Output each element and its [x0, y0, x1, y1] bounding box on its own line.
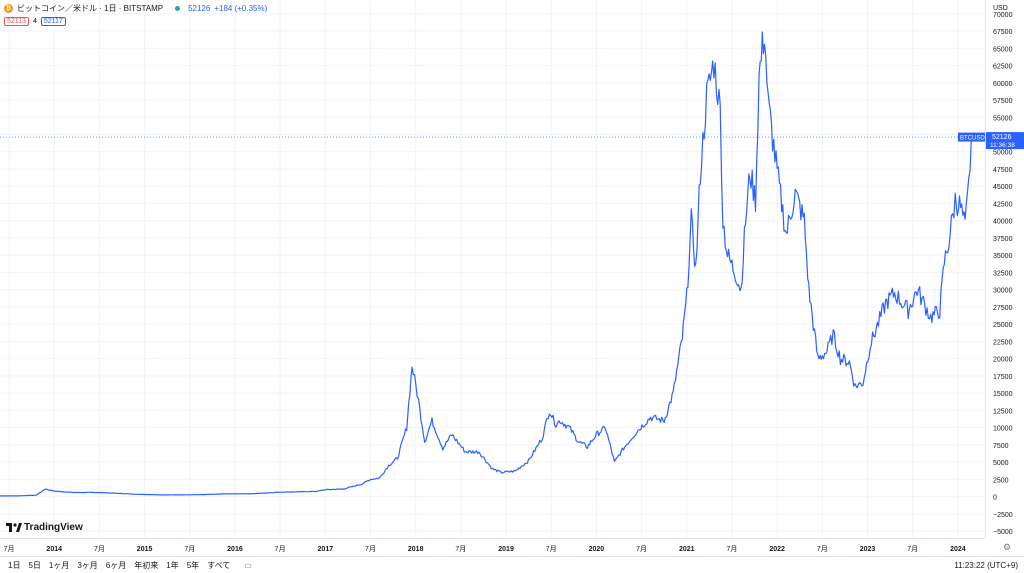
symbol-tag	[958, 132, 985, 142]
range-1y[interactable]: 1年	[166, 560, 179, 570]
bottom-toolbar: 1日 5日 1ヶ月 3ヶ月 6ヶ月 年初来 1年 5年 すべて ▭ 11:23:…	[0, 556, 1024, 573]
price-tick-label: 42500	[993, 201, 1013, 208]
date-range-icon[interactable]: ▭	[244, 560, 252, 570]
price-tick-label: 27500	[993, 305, 1013, 312]
price-tick-label: 65000	[993, 46, 1013, 53]
logo-text: TradingView	[24, 522, 83, 533]
price-tick-label: 45000	[993, 184, 1013, 191]
price-change: +184 (+0.35%)	[214, 4, 268, 13]
symbol-tag-label: BTCUSD	[960, 136, 985, 142]
price-axis[interactable]: 7000067500650006250060000575005500052500…	[985, 0, 1024, 538]
range-1d[interactable]: 1日	[8, 560, 21, 570]
time-tick-label: 7月	[455, 545, 466, 553]
price-tick-label: 25000	[993, 322, 1013, 329]
price-tick-label: 12500	[993, 408, 1013, 415]
range-5d[interactable]: 5日	[28, 560, 41, 570]
price-tick-label: 0	[993, 495, 997, 502]
price-tick-label: 60000	[993, 81, 1013, 88]
time-tick-label: 7月	[817, 545, 828, 553]
bitcoin-icon: ₿	[4, 4, 13, 13]
symbol-legend[interactable]: ₿ ビットコイン／米ドル · 1日 · BITSTAMP 52126 +184 …	[4, 3, 267, 14]
price-tick-label: 17500	[993, 374, 1013, 381]
price-tick-label: 20000	[993, 357, 1013, 364]
currency-label[interactable]: USD	[993, 5, 1008, 12]
time-tick-label: 2014	[46, 546, 62, 553]
last-price-tag	[986, 132, 1024, 150]
price-tick-label: 50000	[993, 150, 1013, 157]
price-tick-label: 70000	[993, 12, 1013, 19]
price-tick-label: 67500	[993, 29, 1013, 36]
time-tick-label: 7月	[727, 545, 738, 553]
time-tick-label: 7月	[184, 545, 195, 553]
time-axis[interactable]: 7月 2014 7月 2015 7月 2016 7月 2017 7月 2018 7月 2019 7月 20…	[0, 538, 985, 557]
time-tick-label: 7月	[636, 545, 647, 553]
time-tick-label: 2016	[227, 546, 243, 553]
price-tick-label: 5000	[993, 460, 1009, 467]
time-tick-label: 2017	[318, 546, 334, 553]
market-status-icon	[175, 6, 181, 11]
settings-gear-icon[interactable]: ⚙	[1003, 542, 1012, 552]
time-tick-label: 7月	[4, 545, 15, 553]
price-tick-label: 62500	[993, 64, 1013, 71]
last-price: 52126	[188, 4, 211, 13]
price-chart[interactable]: BTCUSD	[0, 0, 985, 538]
time-tick-label: 2020	[589, 546, 605, 553]
price-tick-label: −2500	[993, 512, 1013, 519]
range-all[interactable]: すべて	[207, 560, 231, 570]
symbol-title[interactable]: ビットコイン／米ドル · 1日 · BITSTAMP	[17, 4, 164, 13]
time-tick-label: 7月	[94, 545, 105, 553]
chart-area[interactable]: BTCUSD ₿ ビットコイン／米ドル · 1日 · BITSTAMP 5212…	[0, 0, 985, 538]
price-tick-label: 55000	[993, 115, 1013, 122]
time-tick-label: 7月	[275, 545, 286, 553]
price-tick-label: 7500	[993, 443, 1009, 450]
time-tick-label: 2019	[498, 546, 514, 553]
tradingview-logo[interactable]: TradingView	[6, 522, 83, 533]
last-price-tag-time: 11:36:38	[990, 142, 1015, 149]
last-price-tag-value: 52126	[992, 134, 1012, 141]
tradingview-icon	[6, 523, 22, 532]
sell-button[interactable]: 52113	[4, 17, 29, 26]
time-tick-label: 2021	[679, 546, 695, 553]
clock[interactable]: 11:23:22 (UTC+9)	[954, 560, 1018, 570]
time-tick-label: 7月	[365, 545, 376, 553]
price-tick-label: −5000	[993, 529, 1013, 536]
buy-button[interactable]: 52117	[40, 17, 66, 26]
price-tick-label: 2500	[993, 477, 1009, 484]
range-6m[interactable]: 6ヶ月	[105, 560, 127, 570]
range-5y[interactable]: 5年	[186, 560, 200, 570]
range-3m[interactable]: 3ヶ月	[77, 560, 98, 570]
price-tick-label: 32500	[993, 270, 1013, 277]
spread-value: 4	[32, 18, 37, 25]
price-tick-label: 35000	[993, 253, 1013, 260]
price-series-line	[0, 31, 972, 497]
price-tick-label: 47500	[993, 167, 1013, 174]
time-tick-label: 2024	[950, 546, 966, 553]
range-ytd[interactable]: 年初来	[134, 560, 159, 570]
time-tick-label: 2022	[769, 546, 785, 553]
time-tick-label: 7月	[546, 545, 557, 553]
price-tick-label: 30000	[993, 288, 1013, 295]
price-axis-scale: 7000067500650006250060000575005500052500…	[986, 5, 1024, 536]
price-tick-label: 37500	[993, 236, 1013, 243]
range-1m[interactable]: 1ヶ月	[48, 560, 70, 570]
time-tick-label: 2018	[408, 546, 424, 553]
time-tick-label: 2015	[137, 546, 153, 553]
time-tick-label: 7月	[907, 545, 918, 553]
price-tick-label: 22500	[993, 339, 1013, 346]
time-tick-label: 2023	[860, 546, 876, 553]
time-axis-scale: 7月 2014 7月 2015 7月 2016 7月 2017 7月 2018 7月 2019 7月 20…	[4, 545, 966, 553]
trade-buttons: 52113 4 52117	[4, 17, 66, 26]
price-tick-label: 57500	[993, 98, 1013, 105]
price-tick-label: 40000	[993, 219, 1013, 226]
price-tick-label: 10000	[993, 426, 1013, 433]
price-tick-label: 15000	[993, 391, 1013, 398]
